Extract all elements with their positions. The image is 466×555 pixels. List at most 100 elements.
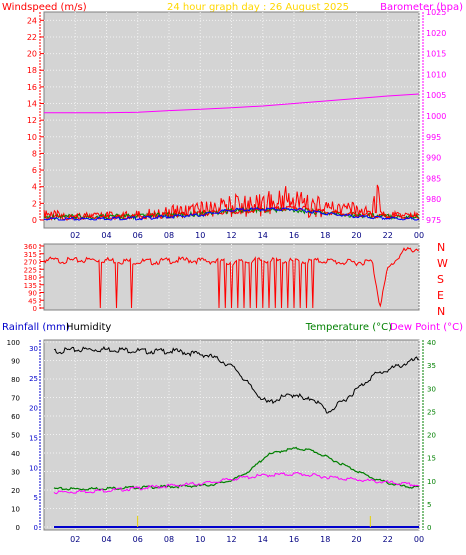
humidity-tick-label: 90: [11, 358, 20, 366]
wind-average-line: [43, 207, 420, 221]
x-tick-label: 14: [258, 535, 268, 544]
rain-tick-label: 30: [29, 345, 38, 353]
humidity-tick-label: 40: [11, 450, 20, 458]
barometer-axis-label: Barometer (hpa): [380, 2, 463, 13]
rain-tick-label: 25: [29, 375, 38, 383]
y-tick-label: 12: [27, 116, 37, 125]
x-tick-label: 02: [70, 535, 80, 544]
temperature-tick-label: 10: [427, 478, 436, 486]
compass-label: W: [437, 257, 448, 270]
temperature-tick-label: 0: [427, 524, 431, 532]
humidity-tick-label: 80: [11, 376, 20, 384]
humidity-tick-label: 20: [11, 487, 20, 495]
y-tick-label: 20: [27, 50, 37, 59]
wind-barometer-panel: 0246810121416182022249759809859909951000…: [27, 8, 447, 240]
x-tick-label: 08: [164, 535, 174, 544]
compass-label: S: [437, 273, 444, 286]
y-tick-label: 4: [32, 183, 37, 192]
x-tick-label: 02: [70, 231, 80, 240]
y-tick-label: 980: [426, 195, 441, 204]
temperature-tick-label: 20: [427, 432, 436, 440]
y-tick-label: 8: [32, 149, 37, 158]
humidity-tick-label: 100: [7, 339, 20, 347]
y-tick-label: 24: [27, 16, 37, 25]
rain-tick-label: 0: [34, 524, 38, 532]
y-tick-label: 180: [24, 274, 37, 282]
y-tick-label: 135: [24, 282, 37, 290]
y-tick-label: 16: [27, 83, 37, 92]
humidity-temperature-panel: 0102030405060708090100051015202530051015…: [7, 339, 436, 544]
x-tick-label: 00: [414, 231, 424, 240]
windspeed-axis-label: Windspeed (m/s): [2, 2, 87, 13]
y-tick-label: 1010: [426, 70, 446, 79]
x-tick-label: 12: [226, 231, 236, 240]
x-tick-label: 22: [383, 231, 393, 240]
temperature-tick-label: 30: [427, 385, 436, 393]
x-tick-label: 18: [320, 231, 330, 240]
y-tick-label: 0: [32, 216, 37, 225]
y-tick-label: 14: [27, 100, 37, 109]
y-tick-label: 45: [28, 297, 37, 305]
temperature-tick-label: 25: [427, 408, 436, 416]
wind-direction-line: [43, 246, 420, 309]
chart-title: 24 hour graph day : 26 August 2025: [167, 2, 349, 13]
y-tick-label: 975: [426, 216, 441, 225]
humidity-tick-label: 0: [16, 524, 20, 532]
temperature-tick-label: 40: [427, 339, 436, 347]
y-tick-label: 1015: [426, 50, 446, 59]
x-tick-label: 18: [320, 535, 330, 544]
temperature-tick-label: 15: [427, 455, 436, 463]
compass-label: E: [437, 289, 444, 302]
x-tick-label: 04: [101, 231, 111, 240]
y-tick-label: 22: [27, 33, 37, 42]
y-tick-label: 1020: [426, 29, 446, 38]
rain-tick-label: 20: [29, 405, 38, 413]
x-tick-label: 20: [351, 231, 361, 240]
humidity-line: [53, 346, 420, 414]
x-tick-label: 20: [351, 535, 361, 544]
rain-tick-label: 10: [29, 464, 38, 472]
humidity-axis-label: Humidity: [66, 322, 111, 333]
y-tick-label: 985: [426, 174, 441, 183]
y-tick-label: 360: [24, 243, 37, 251]
rain-tick-label: 5: [34, 494, 38, 502]
x-tick-label: 10: [195, 535, 205, 544]
gust-line: [43, 184, 419, 221]
y-tick-label: 18: [27, 66, 37, 75]
x-tick-label: 22: [383, 535, 393, 544]
humidity-tick-label: 50: [11, 432, 20, 440]
y-tick-label: 0: [33, 305, 37, 313]
x-tick-label: 12: [226, 535, 236, 544]
x-tick-label: 16: [289, 535, 299, 544]
y-tick-label: 1005: [426, 91, 446, 100]
humidity-tick-label: 60: [11, 413, 20, 421]
x-tick-label: 06: [133, 535, 143, 544]
x-tick-label: 04: [101, 535, 111, 544]
y-tick-label: 995: [426, 133, 441, 142]
x-tick-label: 16: [289, 231, 299, 240]
y-tick-label: 1000: [426, 112, 446, 121]
y-tick-label: 225: [24, 266, 37, 274]
y-tick-label: 1025: [426, 8, 446, 17]
barometer-line: [44, 93, 420, 114]
dewpoint-line: [53, 471, 420, 495]
dewpoint-axis-label: Dew Point (°C): [390, 322, 463, 333]
rain-tick-label: 15: [29, 434, 38, 442]
y-tick-label: 2: [32, 199, 37, 208]
y-tick-label: 90: [28, 290, 37, 298]
x-tick-label: 08: [164, 231, 174, 240]
x-tick-label: 10: [195, 231, 205, 240]
y-tick-label: 270: [24, 259, 37, 267]
x-tick-label: 00: [414, 535, 424, 544]
y-tick-label: 315: [24, 251, 37, 259]
temperature-tick-label: 35: [427, 362, 436, 370]
rainfall-axis-label: Rainfall (mm): [2, 322, 70, 333]
x-tick-label: 14: [258, 231, 268, 240]
humidity-tick-label: 30: [11, 469, 20, 477]
compass-label: N: [437, 241, 445, 254]
y-tick-label: 990: [426, 154, 441, 163]
temperature-axis-label: Temperature (°C): [305, 322, 392, 333]
y-tick-label: 6: [32, 166, 37, 175]
